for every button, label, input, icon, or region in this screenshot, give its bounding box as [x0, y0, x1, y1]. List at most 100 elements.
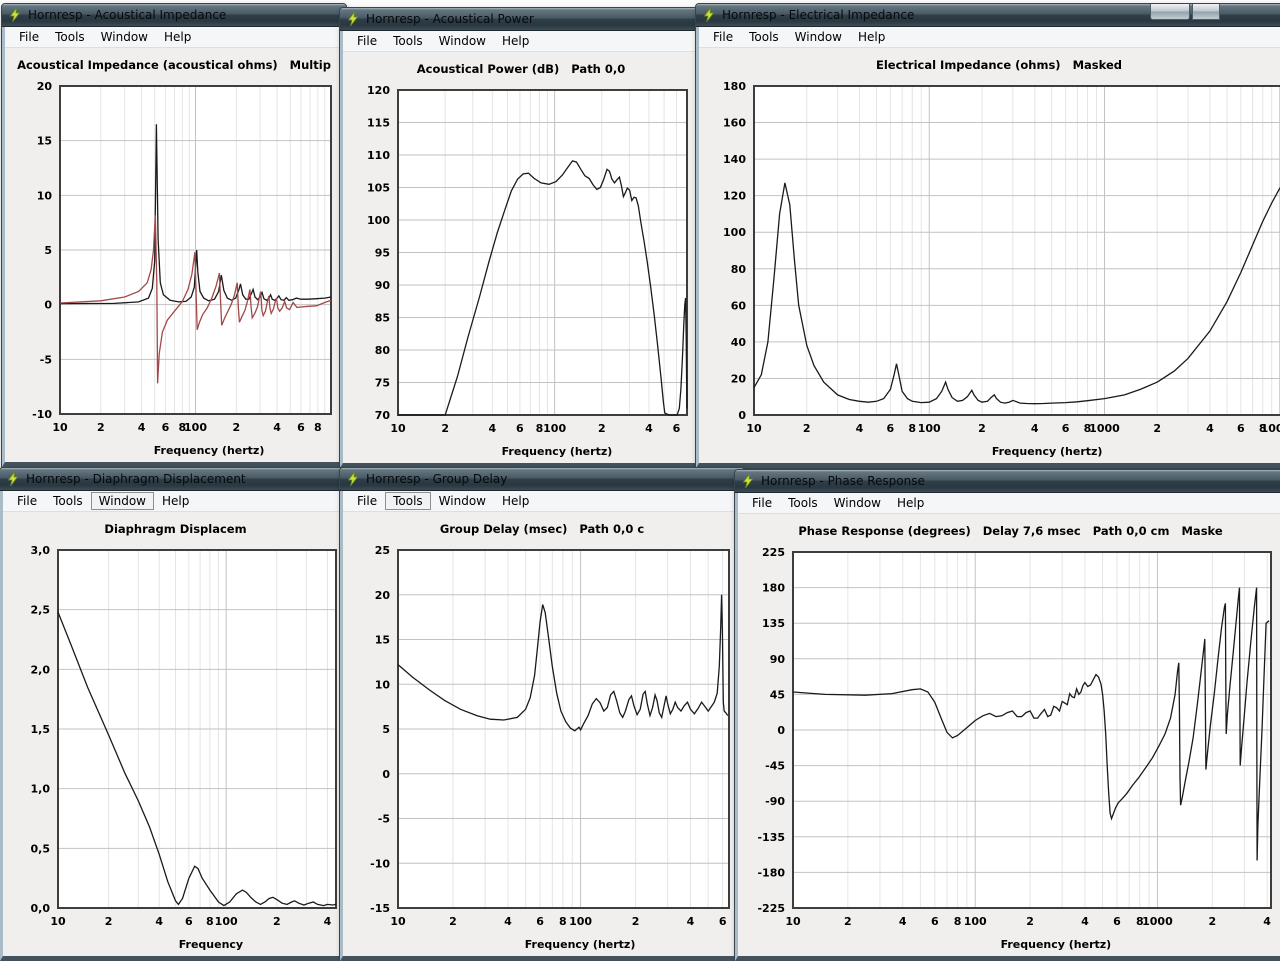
- menu-item-help[interactable]: Help: [163, 30, 192, 44]
- hornresp-lightning-icon: [347, 12, 360, 26]
- hornresp-lightning-icon: [9, 8, 22, 22]
- menu-item-tools[interactable]: Tools: [749, 30, 779, 44]
- x-tick-label: 6: [297, 421, 305, 434]
- y-tick-label: -135: [757, 831, 785, 844]
- menu-item-window[interactable]: Window: [100, 30, 148, 44]
- title-bar[interactable]: Hornresp - Group Delay: [340, 468, 744, 491]
- menu-item-tools[interactable]: Tools: [788, 496, 818, 510]
- y-tick-label: -5: [40, 353, 52, 366]
- menu-bar: File Tools Window Help: [343, 491, 741, 512]
- menu-item-window[interactable]: Window: [438, 494, 486, 508]
- window-electrical-impedance: Hornresp - Electrical Impedance File Too…: [695, 3, 1280, 469]
- y-tick-label: 225: [762, 546, 785, 559]
- x-tick-label: 2: [978, 422, 986, 435]
- title-bar[interactable]: Hornresp - Phase Response: [735, 470, 1280, 493]
- x-tick-label: 4: [899, 915, 907, 928]
- window-controls: [1150, 4, 1220, 20]
- title-bar[interactable]: Hornresp - Diaphragm Displacement: [0, 468, 351, 491]
- y-tick-label: 120: [367, 84, 390, 97]
- x-tick-label: 4: [1206, 422, 1214, 435]
- x-tick-label: 2: [598, 422, 606, 435]
- x-tick-label: 6: [162, 421, 170, 434]
- plot-frame: [397, 549, 730, 909]
- hornresp-lightning-icon: [347, 472, 360, 486]
- chart-area: Electrical Impedance (ohms) Masked 180 16…: [699, 48, 1280, 463]
- menu-item-file[interactable]: File: [752, 496, 773, 510]
- chart-title: Diaphragm Displacem: [104, 522, 247, 536]
- x-tick-label: 2: [232, 421, 240, 434]
- menu-bar: File Tools Window Help: [738, 493, 1280, 514]
- y-tick-label: 5: [44, 244, 52, 257]
- x-tick-label: 2: [105, 915, 113, 928]
- y-tick-label: -10: [32, 408, 52, 421]
- minimize-button[interactable]: [1150, 4, 1190, 20]
- menu-item-tools[interactable]: Tools: [385, 492, 431, 510]
- x-tick-label: 10: [785, 915, 801, 928]
- plot-frame: [59, 85, 332, 415]
- x-tick-label: 10: [390, 915, 406, 928]
- x-tick-label: 8: [536, 422, 544, 435]
- window-title: Hornresp - Group Delay: [366, 472, 508, 486]
- x-axis-label: Frequency: [179, 938, 243, 951]
- x-tick-label: 4: [1031, 422, 1039, 435]
- y-tick-label: -10: [370, 857, 390, 870]
- chart-title: Acoustical Power (dB) Path 0,0: [416, 62, 626, 76]
- title-bar[interactable]: Hornresp - Electrical Impedance: [696, 4, 1280, 27]
- y-tick-label: 15: [37, 135, 52, 148]
- y-tick-label: 90: [375, 279, 391, 292]
- x-tick-label: 1000: [1089, 422, 1120, 435]
- x-tick-label: 8: [206, 915, 214, 928]
- y-tick-label: 135: [762, 617, 785, 630]
- x-tick-label: 6: [931, 915, 939, 928]
- series-black-curve: [59, 124, 332, 305]
- menu-item-window[interactable]: Window: [794, 30, 842, 44]
- menu-bar: File Tools Window Help: [699, 27, 1280, 48]
- menu-item-window[interactable]: Window: [438, 34, 486, 48]
- menu-item-help[interactable]: Help: [857, 30, 886, 44]
- menu-item-file[interactable]: File: [19, 30, 40, 44]
- menu-item-file[interactable]: File: [713, 30, 734, 44]
- maximize-button[interactable]: [1192, 4, 1220, 20]
- menu-item-help[interactable]: Help: [896, 496, 925, 510]
- chart-area: Diaphragm Displacem 3,0 2,5 2,0 1,5 1,0 0,5 0,…: [3, 512, 348, 956]
- menu-item-help[interactable]: Help: [501, 34, 530, 48]
- y-tick-label: -5: [378, 813, 390, 826]
- chart-area: Phase Response (degrees) Delay 7,6 msec …: [738, 514, 1280, 956]
- window-title: Hornresp - Acoustical Impedance: [28, 8, 227, 22]
- chart-canvas-diaphragm-displacement: 3,0 2,5 2,0 1,5 1,0 0,5 0,010 2 4 6 8 100 2 4 Frequenc…: [31, 544, 337, 951]
- window-diaphragm-displacement: Hornresp - Diaphragm Displacement File T…: [0, 467, 352, 961]
- y-tick-label: 90: [770, 653, 786, 666]
- y-tick-label: 25: [375, 544, 390, 557]
- plot-frame: [792, 551, 1272, 909]
- menu-item-help[interactable]: Help: [501, 494, 530, 508]
- x-tick-label: 10: [746, 422, 762, 435]
- menu-item-window[interactable]: Window: [833, 496, 881, 510]
- y-tick-label: 80: [375, 344, 391, 357]
- y-tick-label: 40: [731, 336, 747, 349]
- window-group-delay: Hornresp - Group Delay File Tools Window…: [339, 467, 745, 961]
- y-tick-label: 10: [375, 678, 391, 691]
- title-bar[interactable]: Hornresp - Acoustical Impedance: [2, 4, 346, 27]
- y-tick-label: 20: [375, 589, 391, 602]
- hornresp-lightning-icon: [703, 8, 716, 22]
- menu-item-tools[interactable]: Tools: [55, 30, 85, 44]
- menu-item-tools[interactable]: Tools: [53, 494, 83, 508]
- series-impedance-curve: [753, 182, 1280, 405]
- menu-item-window[interactable]: Window: [90, 492, 154, 510]
- menu-item-file[interactable]: File: [357, 34, 378, 48]
- series-red-curve: [59, 214, 332, 384]
- x-tick-label: 4: [155, 915, 163, 928]
- y-tick-label: 100: [367, 214, 390, 227]
- title-bar[interactable]: Hornresp - Acoustical Power: [340, 8, 702, 31]
- y-tick-label: 60: [731, 299, 747, 312]
- menu-item-file[interactable]: File: [17, 494, 38, 508]
- menu-item-file[interactable]: File: [357, 494, 378, 508]
- y-tick-label: -90: [765, 795, 785, 808]
- menu-item-help[interactable]: Help: [161, 494, 190, 508]
- menu-item-tools[interactable]: Tools: [393, 34, 423, 48]
- y-tick-label: -45: [765, 760, 785, 773]
- y-tick-label: 2,5: [31, 604, 51, 617]
- x-tick-label: 6: [887, 422, 895, 435]
